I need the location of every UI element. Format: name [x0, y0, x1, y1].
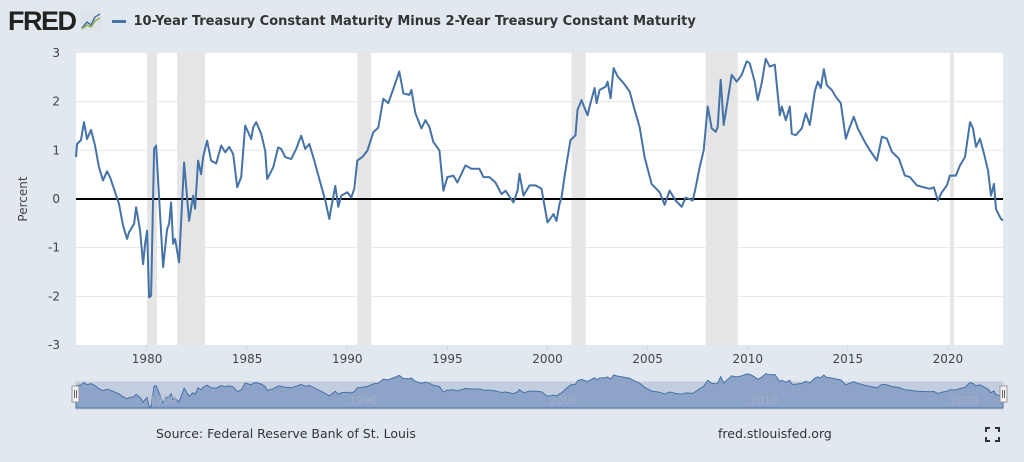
x-tick-label: 2005	[632, 352, 663, 366]
x-axis-ticks: 1980 1985 1990 1995 2000 2005 2010 2015 2020	[132, 345, 963, 366]
navigator[interactable]: 1980 1990 2000 2010 2020	[71, 373, 1008, 410]
navigator-tick-label: 1980	[149, 394, 177, 407]
y-axis-ticks: 3 2 1 0 -1 -2 -3	[48, 46, 60, 352]
y-tick-label: -2	[48, 289, 60, 303]
fred-logo[interactable]: FRED	[8, 5, 77, 36]
navigator-tick-label: 2000	[550, 394, 578, 407]
x-tick-label: 2015	[833, 352, 864, 366]
x-tick-label: 2000	[532, 352, 563, 366]
x-tick-label: 1985	[232, 352, 263, 366]
legend-swatch	[111, 19, 126, 23]
navigator-handle-left[interactable]	[71, 385, 80, 403]
y-tick-label: -3	[48, 338, 60, 352]
y-tick-label: 0	[52, 192, 60, 206]
y-tick-label: 2	[52, 95, 60, 109]
navigator-ticks: 1980 1990 2000 2010 2020	[149, 394, 978, 407]
x-tick-label: 2010	[732, 352, 763, 366]
chart-header: FRED 10-Year Treasury Constant Maturity …	[8, 6, 696, 36]
source-url-link[interactable]: fred.stlouisfed.org	[718, 426, 832, 441]
navigator-tick-label: 2010	[750, 394, 778, 407]
navigator-tick-label: 2020	[950, 394, 978, 407]
x-tick-label: 2020	[933, 352, 964, 366]
y-tick-label: -1	[48, 241, 60, 255]
navigator-tick-label: 1990	[349, 394, 377, 407]
y-tick-label: 1	[52, 143, 60, 157]
x-tick-label: 1990	[332, 352, 363, 366]
line-chart-icon	[79, 11, 102, 31]
navigator-handle-right[interactable]	[999, 385, 1008, 403]
series-line	[75, 57, 1004, 299]
y-axis-label: Percent	[16, 176, 30, 221]
fullscreen-icon[interactable]	[985, 427, 1000, 442]
legend-label: 10-Year Treasury Constant Maturity Minus…	[133, 13, 696, 29]
y-tick-label: 3	[52, 46, 60, 60]
x-tick-label: 1980	[132, 352, 163, 366]
x-tick-label: 1995	[432, 352, 463, 366]
source-text: Source: Federal Reserve Bank of St. Loui…	[156, 426, 416, 441]
navigator-series-area	[75, 373, 1004, 409]
